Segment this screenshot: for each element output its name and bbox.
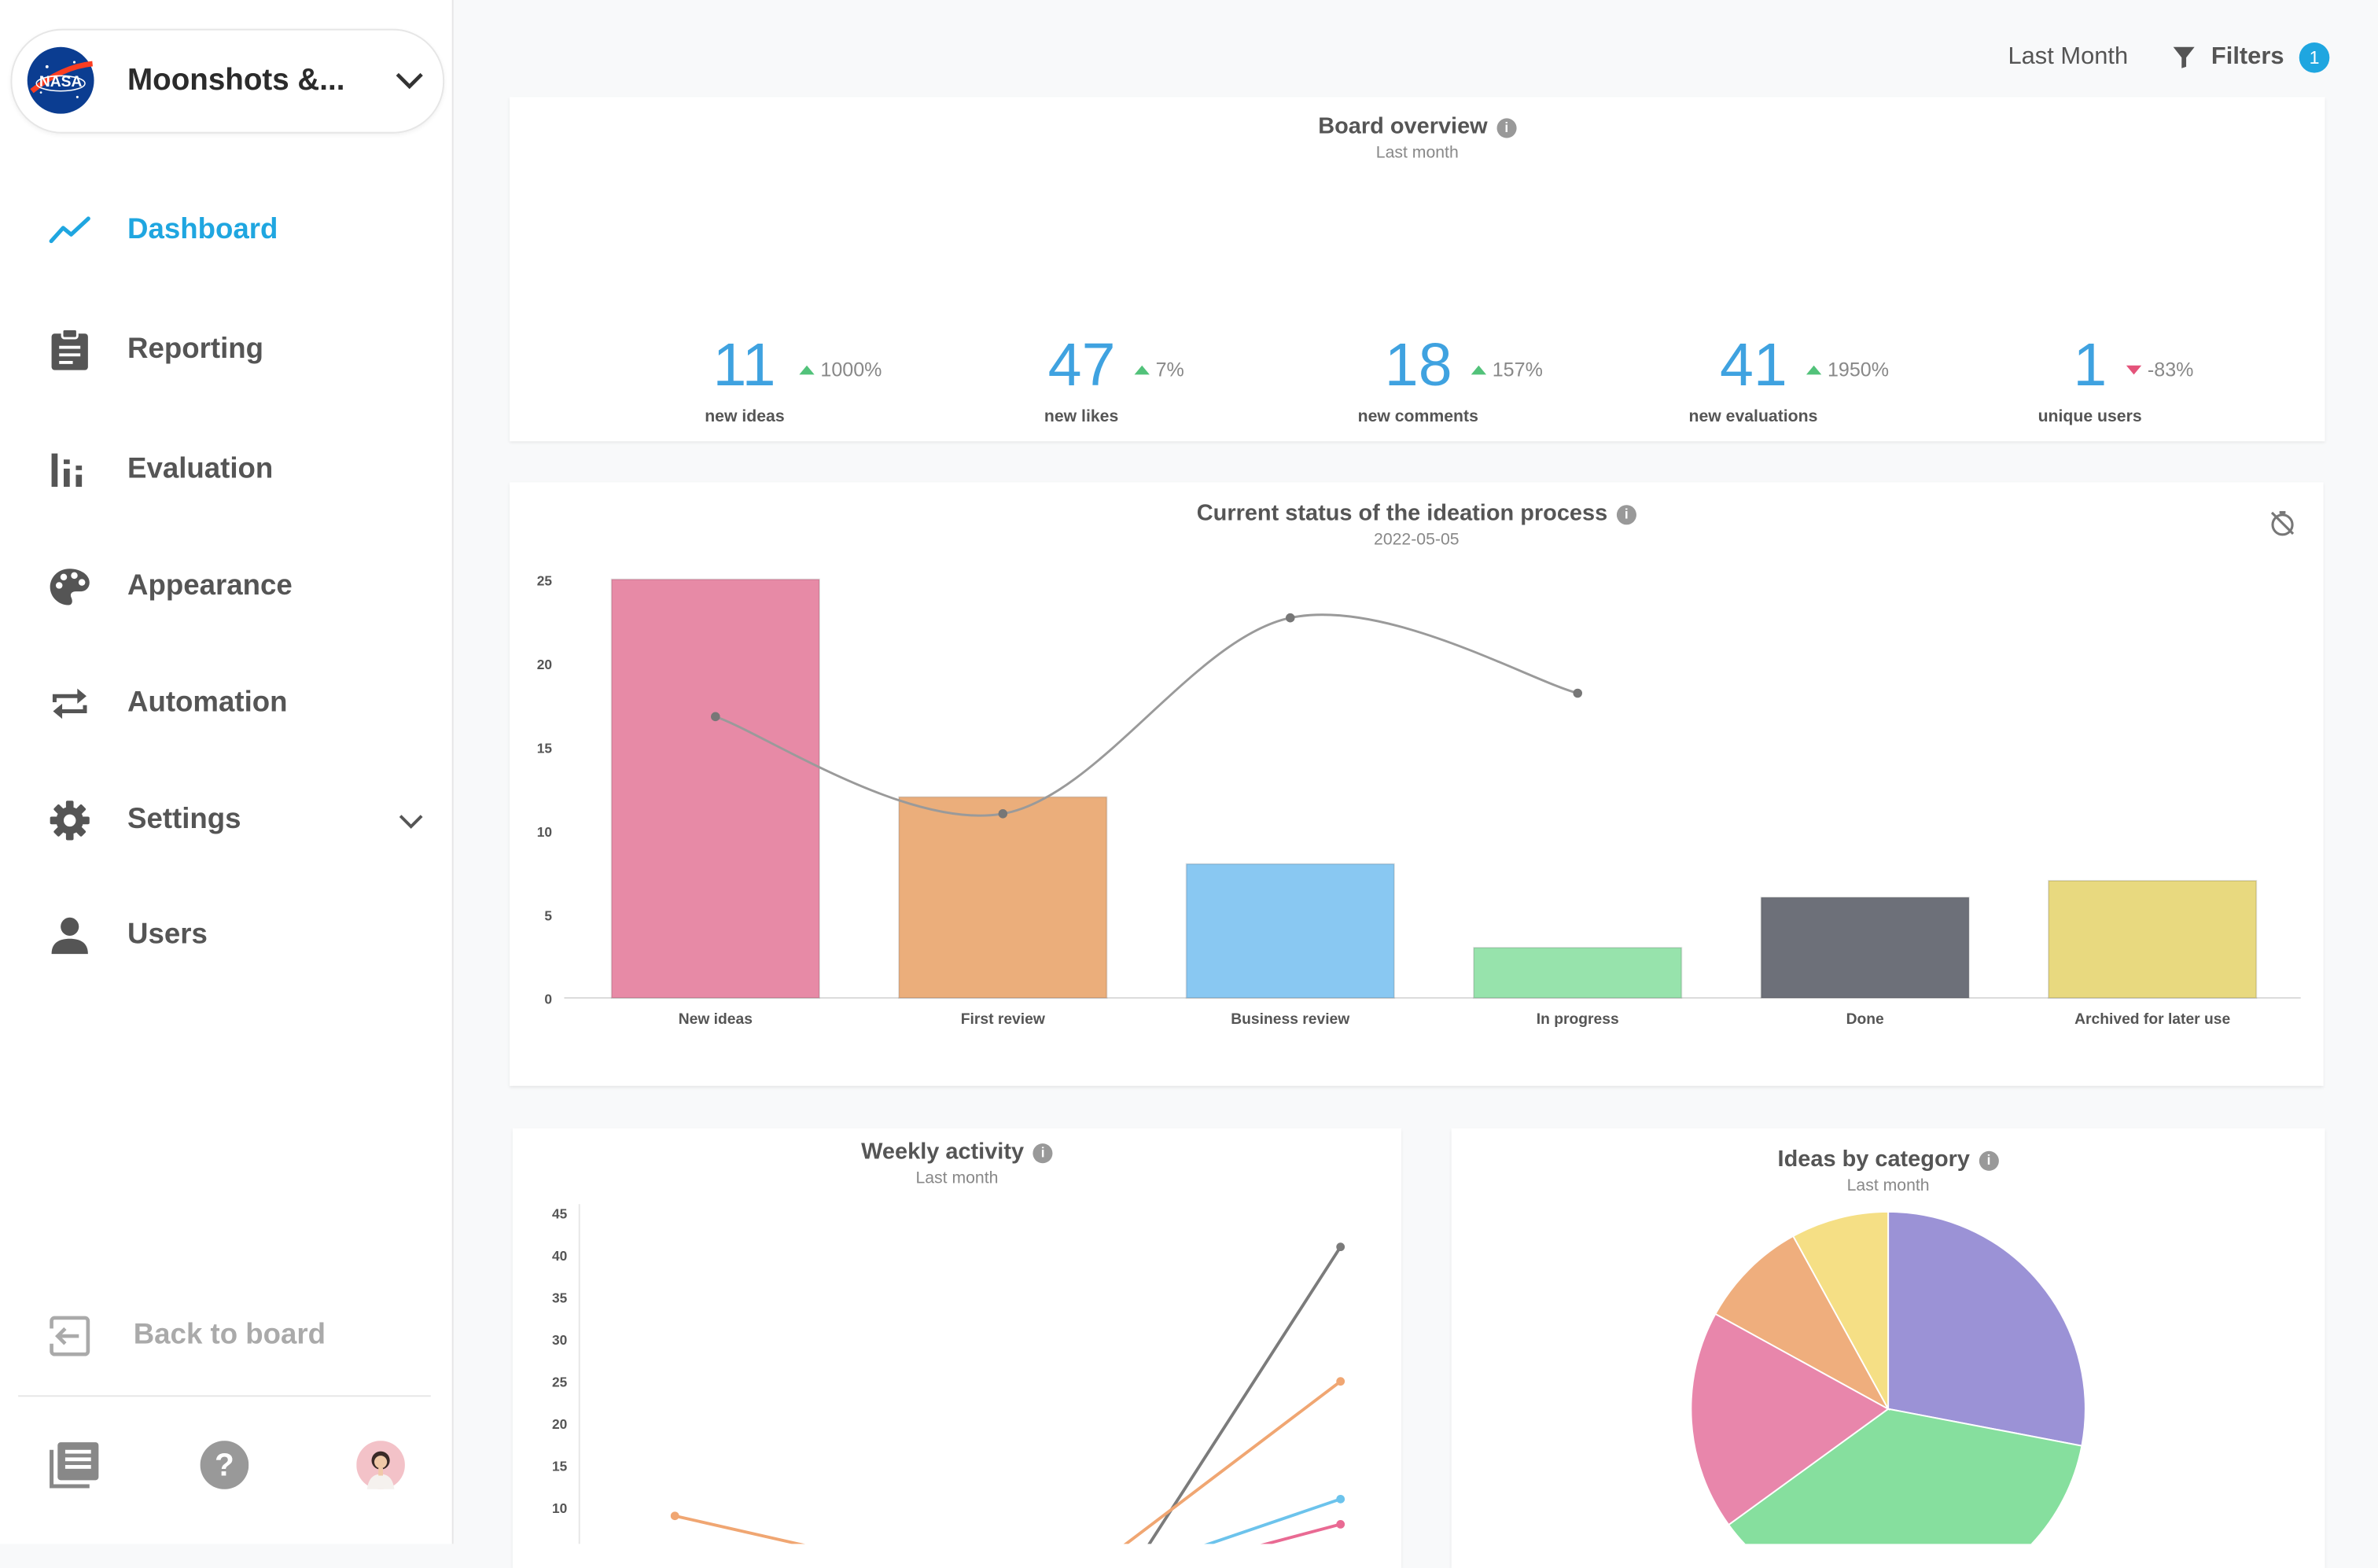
- board-overview-subtitle: Last month: [1375, 144, 1459, 163]
- sidebar-item-settings[interactable]: Settings: [0, 786, 452, 856]
- ideas-by-category-card: Ideas by category i Last month: [1451, 1128, 2325, 1568]
- board-overview-title: Board overview i: [510, 113, 2325, 140]
- avatar[interactable]: [353, 1437, 407, 1492]
- documentation-icon[interactable]: [47, 1437, 101, 1492]
- stat-change: 157%: [1471, 358, 1543, 381]
- help-icon[interactable]: ?: [197, 1437, 252, 1492]
- stat-new-comments: 18 157% new comments: [1251, 332, 1585, 438]
- sidebar-item-users[interactable]: Users: [0, 901, 452, 971]
- exit-arrow-icon: [48, 1315, 91, 1357]
- sidebar-item-label: Dashboard: [127, 213, 278, 246]
- sidebar: NASA Moonshots &... Dashboard Reporting: [0, 0, 454, 1544]
- stat-change-value: 1950%: [1827, 358, 1890, 381]
- filters-button[interactable]: Filters 1: [2172, 41, 2330, 74]
- ideation-status-date: 2022-05-05: [1374, 531, 1460, 550]
- sidebar-divider: [18, 1395, 431, 1397]
- period-selector[interactable]: Last Month: [2008, 43, 2129, 70]
- stat-change: 1000%: [799, 358, 882, 381]
- weekly-activity-subtitle: Last month: [915, 1169, 999, 1188]
- clipboard-icon: [49, 329, 91, 372]
- chevron-down-icon[interactable]: [397, 812, 425, 830]
- stat-value: 41: [1720, 332, 1787, 399]
- nasa-logo-text: NASA: [39, 74, 83, 90]
- svg-text:?: ?: [215, 1447, 234, 1483]
- weekly-activity-card: Weekly activity i Last month: [512, 1128, 1402, 1568]
- stat-value: 1: [2073, 332, 2107, 399]
- stat-change: 1950%: [1806, 358, 1889, 381]
- info-icon[interactable]: i: [1033, 1143, 1053, 1164]
- sidebar-item-label: Automation: [127, 686, 288, 720]
- info-icon[interactable]: i: [1496, 118, 1517, 138]
- stat-new-ideas: 11 1000% new ideas: [578, 332, 911, 438]
- stat-change-value: -83%: [2147, 358, 2194, 381]
- card-title-text: Board overview: [1318, 113, 1488, 140]
- stat-label: new ideas: [705, 407, 785, 426]
- gear-icon: [49, 799, 91, 841]
- info-icon[interactable]: i: [1616, 505, 1636, 525]
- ideas-by-category-title: Ideas by category i: [1452, 1147, 2325, 1172]
- stat-value: 18: [1384, 332, 1452, 399]
- card-title-text: Current status of the ideation process: [1196, 500, 1608, 527]
- chevron-down-icon[interactable]: [394, 70, 425, 91]
- trend-up-icon: [799, 364, 815, 374]
- back-to-board-link[interactable]: Back to board: [0, 1301, 452, 1371]
- trend-line-icon: [49, 209, 91, 252]
- sidebar-item-dashboard[interactable]: Dashboard: [0, 196, 452, 266]
- sidebar-item-label: Users: [127, 918, 208, 951]
- sidebar-item-evaluation[interactable]: Evaluation: [0, 436, 452, 506]
- timer-off-icon[interactable]: [2269, 510, 2296, 537]
- filters-count-badge: 1: [2299, 42, 2330, 73]
- trend-up-icon: [1471, 364, 1487, 374]
- stat-change-value: 7%: [1155, 358, 1184, 381]
- stat-label: new comments: [1357, 407, 1478, 426]
- trend-down-icon: [2126, 364, 2142, 374]
- board-overview-card: Board overview i Last month 11 1000% new …: [510, 97, 2325, 442]
- nasa-logo: NASA: [27, 46, 94, 114]
- stat-new-evaluations: 41 1950% new evaluations: [1586, 332, 1920, 438]
- sidebar-item-appearance[interactable]: Appearance: [0, 552, 452, 622]
- sidebar-item-reporting[interactable]: Reporting: [0, 315, 452, 385]
- back-to-board-label: Back to board: [133, 1319, 326, 1352]
- stat-label: new evaluations: [1688, 407, 1818, 426]
- card-title-text: Weekly activity: [861, 1139, 1025, 1165]
- info-icon[interactable]: i: [1979, 1150, 1999, 1171]
- palette-icon: [49, 565, 91, 608]
- stat-change: -83%: [2126, 358, 2194, 381]
- ideation-status-card: Current status of the ideation process i …: [510, 482, 2324, 1086]
- board-switcher[interactable]: NASA Moonshots &...: [10, 28, 445, 134]
- board-name: Moonshots &...: [127, 64, 345, 98]
- sidebar-item-label: Reporting: [127, 333, 264, 366]
- filters-label: Filters: [2211, 43, 2284, 70]
- stat-change-value: 157%: [1492, 358, 1543, 381]
- stat-change: 7%: [1134, 358, 1184, 381]
- card-title-text: Ideas by category: [1777, 1147, 1970, 1172]
- trend-up-icon: [1134, 364, 1150, 374]
- sidebar-item-label: Appearance: [127, 570, 293, 602]
- stat-unique-users: 1 -83% unique users: [1923, 332, 2256, 438]
- trend-up-icon: [1806, 364, 1822, 374]
- weekly-activity-title: Weekly activity i: [513, 1139, 1401, 1165]
- bar-chart-icon: [49, 449, 91, 491]
- sidebar-item-automation[interactable]: Automation: [0, 669, 452, 739]
- stat-new-likes: 47 7% new likes: [915, 332, 1248, 438]
- stat-change-value: 1000%: [820, 358, 882, 381]
- sidebar-item-label: Settings: [127, 804, 241, 836]
- sidebar-item-label: Evaluation: [127, 453, 274, 486]
- stat-label: new likes: [1044, 407, 1119, 426]
- ideation-status-title: Current status of the ideation process i: [510, 500, 2324, 526]
- repeat-arrows-icon: [49, 683, 91, 725]
- stat-value: 47: [1047, 332, 1116, 399]
- ideas-by-category-subtitle: Last month: [1846, 1176, 1930, 1195]
- stat-value: 11: [712, 332, 776, 399]
- stat-label: unique users: [2037, 407, 2142, 426]
- user-icon: [49, 915, 91, 957]
- filter-icon: [2173, 46, 2195, 68]
